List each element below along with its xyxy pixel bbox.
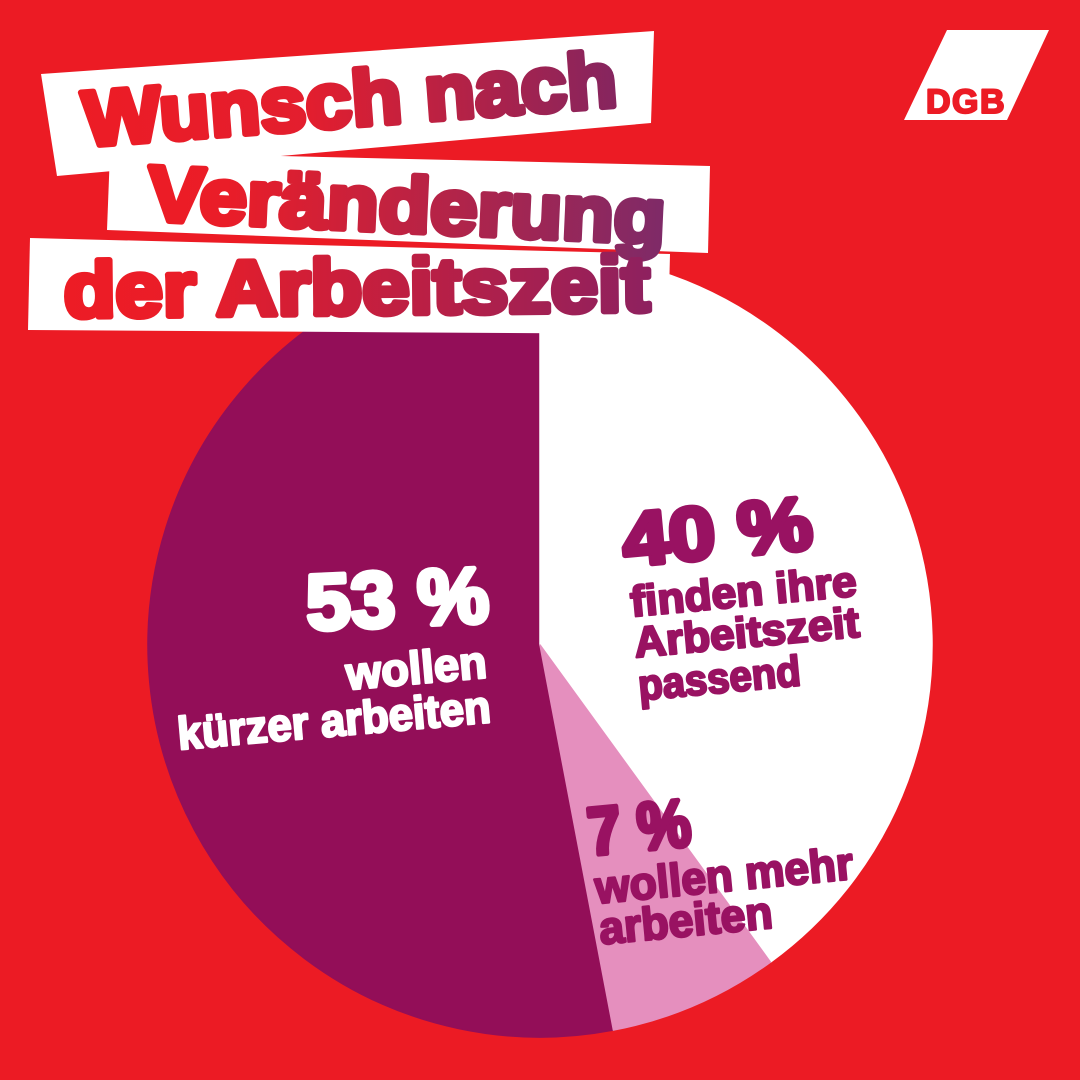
label-block-7: 7 % wollen mehr arbeiten [582,783,857,956]
label-block-40: 40 % finden ihre Arbeitszeit passend [616,478,863,711]
title-banners [28,31,710,334]
pie-chart [147,252,933,1038]
pie-slice-7-percent [539,644,772,1031]
dgb-logo-shape [904,30,1049,120]
label-40-value: 40 % [619,481,816,582]
title-banner-3 [28,238,670,334]
label-7-value: 7 % [584,785,694,870]
dgb-logo: DGB [904,30,1049,122]
page-title: Wunsch nach Veränderung der Arbeitszeit [60,32,670,337]
title-line-3: der Arbeitszeit [63,240,650,334]
label-53-line1: wollen [343,636,489,700]
pie-slice-40-percent [539,252,933,963]
title-banner-2 [107,152,710,253]
dgb-logo-text: DGB [926,83,1006,121]
label-53-value: 53 % [304,550,491,647]
title-banner-1 [41,31,654,176]
